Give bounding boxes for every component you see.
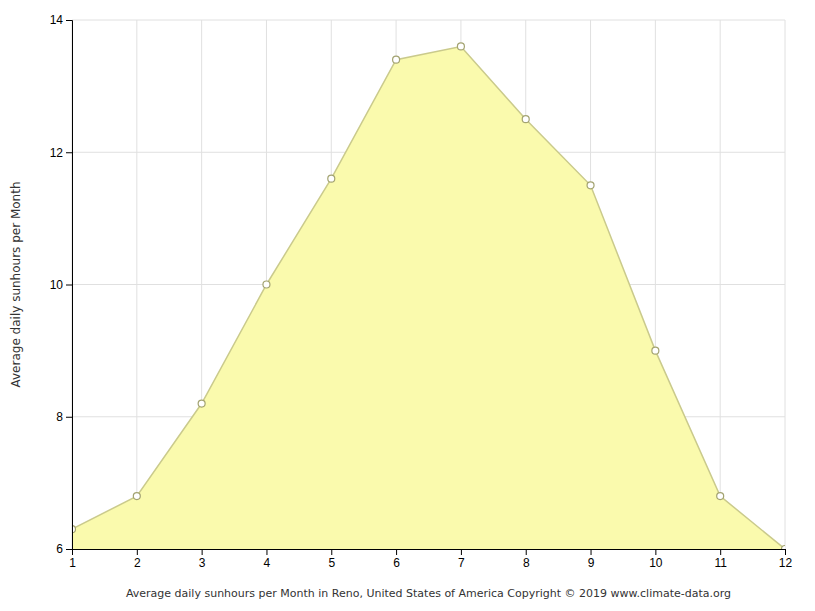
x-tick-mark [202, 549, 203, 555]
x-tick-label: 6 [393, 556, 400, 570]
x-tick: 12 [779, 549, 793, 570]
x-tick: 9 [588, 549, 595, 570]
y-axis-title: Average daily sunhours per Month [9, 181, 23, 387]
x-tick-label: 9 [588, 556, 595, 570]
x-tick-mark [785, 549, 786, 555]
point [782, 546, 786, 550]
x-tick-label: 7 [458, 556, 465, 570]
x-tick: 4 [264, 549, 271, 570]
y-tick-label: 14 [50, 13, 64, 27]
chart: 12345678910111268101214Average daily sun… [0, 0, 815, 611]
x-tick-mark [396, 549, 397, 555]
x-tick-mark [591, 549, 592, 555]
x-tick-label: 3 [199, 556, 206, 570]
point [393, 56, 400, 63]
y-tick-label: 6 [56, 542, 63, 556]
x-tick: 11 [714, 549, 727, 570]
x-tick-mark [526, 549, 527, 555]
x-tick-mark [331, 549, 332, 555]
point [457, 43, 464, 50]
point [198, 400, 205, 407]
x-tick: 8 [523, 549, 530, 570]
x-axis: 123456789101112 [69, 549, 792, 570]
area [72, 46, 785, 549]
marks [72, 43, 785, 549]
x-tick: 10 [649, 549, 663, 570]
point [587, 182, 594, 189]
x-tick-mark [655, 549, 656, 555]
y-tick-mark [66, 417, 72, 418]
x-tick-mark [266, 549, 267, 555]
y-tick-label: 8 [56, 410, 63, 424]
point [328, 175, 335, 182]
y-tick: 14 [50, 13, 72, 27]
x-tick-label: 2 [134, 556, 141, 570]
x-tick-label: 5 [328, 556, 335, 570]
grid-line-y [72, 20, 785, 21]
x-tick-label: 11 [714, 556, 727, 570]
x-tick-label: 1 [69, 556, 76, 570]
x-axis-line [73, 550, 786, 556]
point [717, 493, 724, 500]
x-tick: 2 [134, 549, 141, 570]
grid [72, 20, 785, 549]
point [522, 116, 529, 123]
x-tick: 1 [69, 549, 76, 570]
y-tick-label: 10 [50, 278, 64, 292]
x-tick-label: 4 [264, 556, 271, 570]
line [72, 46, 785, 549]
x-tick: 7 [458, 549, 465, 570]
y-tick-mark [66, 549, 72, 550]
y-tick-mark [66, 152, 72, 153]
x-axis-title: Average daily sunhours per Month in Reno… [126, 587, 731, 600]
y-tick-mark [66, 20, 72, 21]
x-tick-label: 10 [649, 556, 663, 570]
y-tick: 12 [50, 146, 72, 160]
point [263, 281, 270, 288]
x-tick-label: 12 [779, 556, 793, 570]
x-tick-mark [137, 549, 138, 555]
y-tick: 8 [56, 410, 72, 424]
point [652, 347, 659, 354]
y-tick-mark [66, 285, 72, 286]
x-tick: 6 [393, 549, 400, 570]
x-tick-mark [720, 549, 721, 555]
x-tick: 5 [328, 549, 335, 570]
y-tick: 6 [56, 542, 72, 556]
y-tick: 10 [50, 278, 72, 292]
x-tick-label: 8 [523, 556, 530, 570]
x-tick: 3 [199, 549, 206, 570]
plot: 12345678910111268101214 [50, 13, 793, 569]
point [133, 493, 140, 500]
y-axis-line [66, 21, 73, 550]
y-axis: 6 8 10 12 14 [50, 13, 73, 556]
y-tick-label: 12 [50, 146, 64, 160]
x-tick-mark [461, 549, 462, 555]
